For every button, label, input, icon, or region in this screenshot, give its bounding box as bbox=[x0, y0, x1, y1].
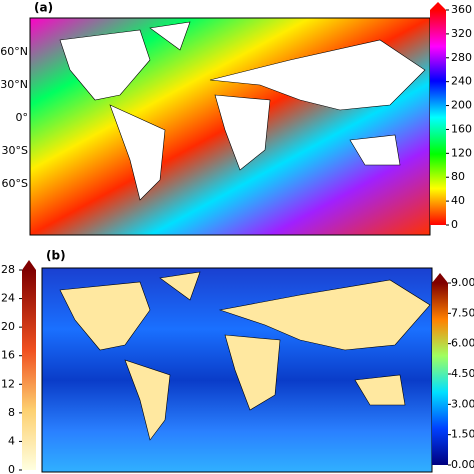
colorbar-label: 200 bbox=[451, 99, 472, 112]
colorbar-label: 7.50 bbox=[451, 306, 474, 319]
colorbar-label: 28 bbox=[1, 263, 15, 276]
colorbar-label: 360 bbox=[451, 3, 472, 16]
panel-label: (b) bbox=[46, 249, 66, 263]
colorbar-label: 4 bbox=[8, 434, 15, 447]
lat-label: 30°S bbox=[2, 144, 28, 157]
colorbar-label: 3.00 bbox=[451, 397, 474, 410]
colorbar-right bbox=[432, 283, 448, 465]
colorbar-label: 12 bbox=[1, 377, 15, 390]
colorbar-label: 240 bbox=[451, 75, 472, 88]
colorbar-label: 9.00 bbox=[451, 276, 474, 289]
land-a bbox=[59, 21, 426, 201]
colorbar-label: 40 bbox=[451, 194, 465, 207]
colorbar-label: 120 bbox=[451, 146, 472, 159]
colorbar-label: 24 bbox=[1, 292, 15, 305]
colorbar-left bbox=[22, 270, 36, 470]
colorbar-label: 160 bbox=[451, 122, 472, 135]
colorbar-label: 80 bbox=[451, 170, 465, 183]
colorbar-label: 0.00 bbox=[451, 458, 474, 471]
lat-label: 30°N bbox=[0, 78, 28, 91]
colorbar-label: 280 bbox=[451, 51, 472, 64]
colorbar-label: 20 bbox=[1, 320, 15, 333]
lat-label: 0° bbox=[16, 111, 29, 124]
colorbar-label: 16 bbox=[1, 349, 15, 362]
colorbar-label: 4.50 bbox=[451, 367, 474, 380]
colorbar-label: 1.50 bbox=[451, 428, 474, 441]
colorbar-arrow bbox=[432, 273, 448, 283]
colorbar-label: 320 bbox=[451, 27, 472, 40]
colorbar-label: 6.00 bbox=[451, 337, 474, 350]
colorbar-arrow bbox=[22, 260, 36, 270]
colorbar-label: 0 bbox=[8, 463, 15, 474]
colorbar-label: 0 bbox=[451, 218, 458, 231]
lat-label: 60°S bbox=[2, 177, 28, 190]
colorbar-a bbox=[430, 10, 446, 225]
panel-label: (a) bbox=[34, 1, 53, 15]
land-b bbox=[59, 271, 431, 441]
lat-label: 60°N bbox=[0, 45, 28, 58]
colorbar-label: 8 bbox=[8, 406, 15, 419]
colorbar-arrow bbox=[430, 2, 446, 10]
